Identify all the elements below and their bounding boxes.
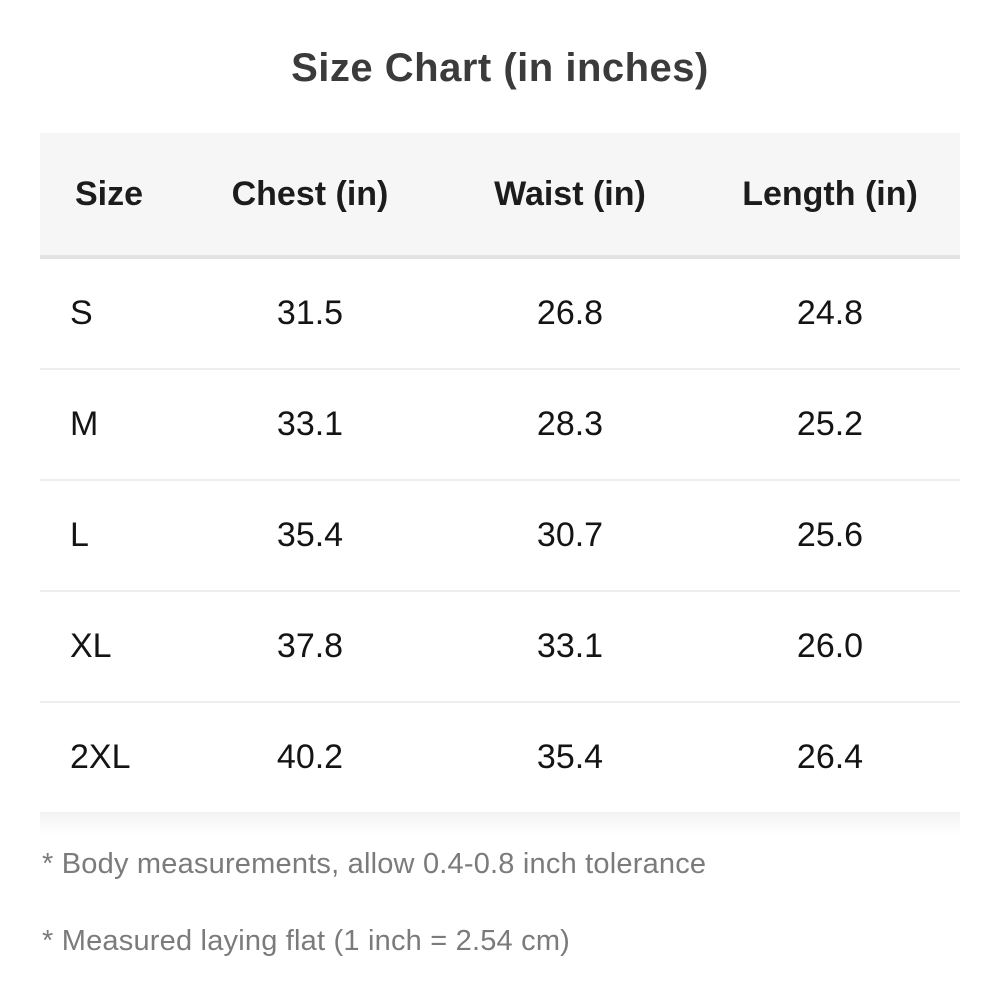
table-row: S 31.5 26.8 24.8 xyxy=(40,259,960,370)
column-header-chest: Chest (in) xyxy=(231,174,389,213)
table-row: XL 37.8 33.1 26.0 xyxy=(40,592,960,703)
table-row: 2XL 40.2 35.4 26.4 xyxy=(40,703,960,812)
size-label: M xyxy=(70,405,99,443)
column-header-waist: Waist (in) xyxy=(494,174,646,213)
footnote-measurement: * Measured laying flat (1 inch = 2.54 cm… xyxy=(42,925,571,957)
chest-value: 33.1 xyxy=(276,405,344,443)
footnotes: * Body measurements, allow 0.4-0.8 inch … xyxy=(42,848,960,1000)
chest-value: 37.8 xyxy=(276,627,344,665)
size-label: S xyxy=(70,294,93,332)
size-label: L xyxy=(70,516,89,554)
column-header-length: Length (in) xyxy=(742,174,918,213)
page-title: Size Chart (in inches) xyxy=(291,46,709,90)
footnote-tolerance: * Body measurements, allow 0.4-0.8 inch … xyxy=(42,848,707,880)
waist-value: 26.8 xyxy=(536,294,604,332)
waist-value: 30.7 xyxy=(536,516,604,554)
waist-value: 35.4 xyxy=(536,738,604,776)
length-value: 25.2 xyxy=(796,405,864,443)
waist-value: 28.3 xyxy=(536,405,604,443)
length-value: 26.0 xyxy=(796,627,864,665)
length-value: 26.4 xyxy=(796,738,864,776)
size-table: Size Chest (in) Waist (in) Length (in) S… xyxy=(40,133,960,836)
table-row: L 35.4 30.7 25.6 xyxy=(40,481,960,592)
chest-value: 40.2 xyxy=(276,738,344,776)
length-value: 25.6 xyxy=(796,516,864,554)
size-label: XL xyxy=(70,627,112,665)
table-bottom-strip xyxy=(40,812,960,836)
length-value: 24.8 xyxy=(796,294,864,332)
waist-value: 33.1 xyxy=(536,627,604,665)
column-header-size: Size xyxy=(75,174,144,213)
table-header-row: Size Chest (in) Waist (in) Length (in) xyxy=(40,133,960,259)
chest-value: 31.5 xyxy=(276,294,344,332)
table-row: M 33.1 28.3 25.2 xyxy=(40,370,960,481)
chest-value: 35.4 xyxy=(276,516,344,554)
size-label: 2XL xyxy=(70,738,131,776)
